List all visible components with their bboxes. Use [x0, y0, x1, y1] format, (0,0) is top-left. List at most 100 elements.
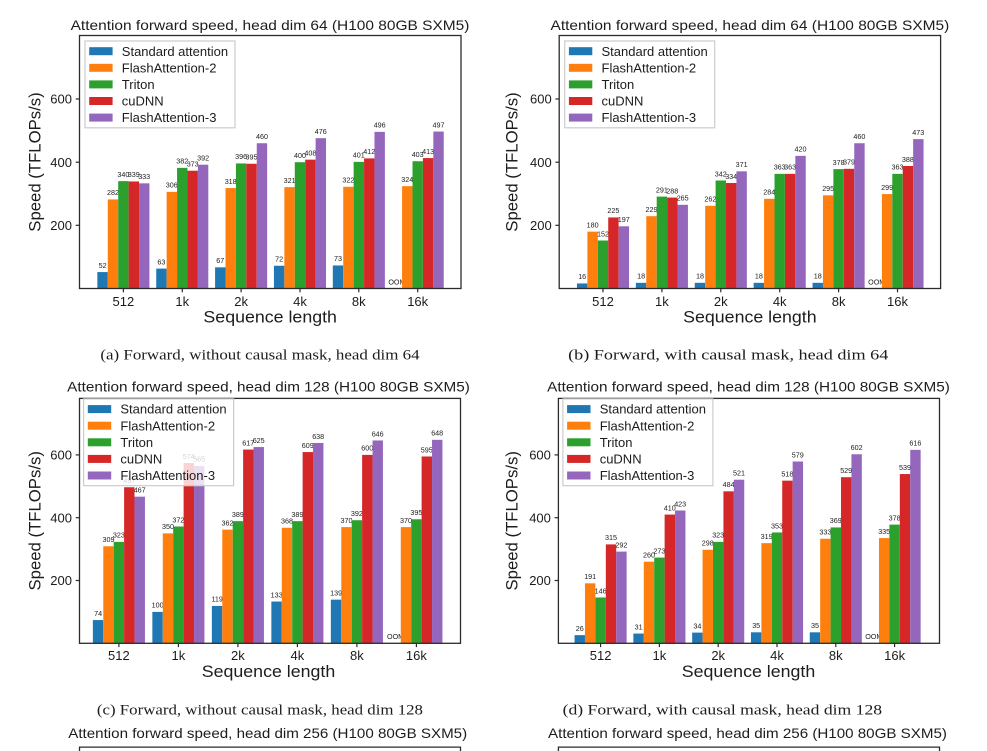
svg-text:319: 319 — [761, 532, 773, 541]
svg-text:8k: 8k — [352, 294, 366, 309]
svg-text:420: 420 — [795, 145, 807, 154]
svg-text:512: 512 — [590, 648, 612, 663]
svg-text:512: 512 — [113, 294, 135, 309]
svg-text:323: 323 — [113, 531, 125, 540]
svg-text:(d) Forward, with causal mask,: (d) Forward, with causal mask, head dim … — [563, 703, 883, 719]
svg-text:288: 288 — [666, 186, 678, 195]
svg-text:31: 31 — [635, 622, 643, 631]
svg-text:4k: 4k — [773, 294, 787, 309]
svg-text:1k: 1k — [172, 648, 186, 663]
svg-text:63: 63 — [157, 257, 165, 266]
svg-text:FlashAttention-3: FlashAttention-3 — [602, 110, 697, 125]
svg-text:460: 460 — [853, 132, 865, 141]
svg-text:284: 284 — [763, 188, 775, 197]
svg-text:35: 35 — [752, 621, 760, 630]
svg-text:539: 539 — [899, 463, 911, 472]
svg-text:52: 52 — [99, 261, 107, 270]
svg-text:529: 529 — [840, 466, 852, 475]
svg-text:600: 600 — [50, 92, 72, 107]
svg-text:139: 139 — [330, 589, 342, 598]
svg-text:18: 18 — [814, 272, 822, 281]
svg-text:335: 335 — [878, 527, 890, 536]
svg-text:602: 602 — [851, 443, 863, 452]
svg-text:191: 191 — [584, 572, 596, 581]
svg-text:FlashAttention-3: FlashAttention-3 — [122, 110, 217, 125]
svg-text:353: 353 — [771, 521, 783, 530]
svg-text:322: 322 — [342, 176, 354, 185]
svg-text:497: 497 — [433, 120, 445, 129]
svg-text:Speed (TFLOPs/s): Speed (TFLOPs/s) — [25, 92, 44, 231]
svg-text:370: 370 — [341, 516, 353, 525]
svg-text:225: 225 — [607, 206, 619, 215]
svg-text:363: 363 — [784, 163, 796, 172]
svg-text:FlashAttention-2: FlashAttention-2 — [602, 60, 697, 75]
svg-text:617: 617 — [242, 438, 254, 447]
svg-text:579: 579 — [792, 450, 804, 459]
svg-text:18: 18 — [637, 272, 645, 281]
svg-text:370: 370 — [400, 516, 412, 525]
svg-text:396: 396 — [235, 152, 247, 161]
svg-text:496: 496 — [374, 121, 386, 130]
svg-text:cuDNN: cuDNN — [120, 452, 162, 467]
svg-text:392: 392 — [351, 509, 363, 518]
svg-text:1k: 1k — [653, 648, 667, 663]
svg-text:350: 350 — [162, 522, 174, 531]
svg-text:369: 369 — [830, 516, 842, 525]
svg-text:Triton: Triton — [122, 77, 155, 92]
svg-text:18: 18 — [755, 272, 763, 281]
svg-text:333: 333 — [138, 172, 150, 181]
svg-text:4k: 4k — [293, 294, 307, 309]
svg-text:16k: 16k — [887, 294, 908, 309]
svg-text:1k: 1k — [175, 294, 189, 309]
svg-text:600: 600 — [50, 448, 72, 463]
svg-text:119: 119 — [211, 595, 222, 604]
svg-text:392: 392 — [197, 154, 209, 163]
svg-text:Attention forward speed, head: Attention forward speed, head dim 128 (H… — [547, 379, 950, 395]
svg-text:FlashAttention-2: FlashAttention-2 — [600, 418, 695, 433]
svg-text:Triton: Triton — [120, 435, 153, 450]
svg-text:Sequence length: Sequence length — [682, 662, 816, 681]
svg-text:379: 379 — [843, 158, 855, 167]
svg-text:Sequence length: Sequence length — [683, 308, 817, 327]
svg-text:400: 400 — [50, 510, 72, 525]
svg-text:cuDNN: cuDNN — [602, 94, 644, 109]
svg-text:518: 518 — [781, 469, 793, 478]
svg-text:133: 133 — [271, 590, 283, 599]
svg-text:200: 200 — [50, 218, 72, 233]
svg-text:371: 371 — [736, 160, 748, 169]
svg-text:262: 262 — [704, 195, 716, 204]
svg-text:(a) Forward, without causal ma: (a) Forward, without causal mask, head d… — [100, 348, 420, 364]
svg-text:648: 648 — [431, 429, 443, 438]
svg-text:403: 403 — [412, 150, 424, 159]
svg-text:2k: 2k — [234, 294, 248, 309]
svg-text:334: 334 — [725, 172, 737, 181]
svg-text:282: 282 — [107, 188, 119, 197]
svg-text:460: 460 — [256, 132, 268, 141]
svg-text:Standard attention: Standard attention — [600, 402, 706, 417]
svg-text:638: 638 — [312, 432, 324, 441]
svg-text:400: 400 — [529, 510, 551, 525]
svg-text:Sequence length: Sequence length — [202, 662, 336, 681]
svg-text:200: 200 — [50, 573, 72, 588]
svg-text:292: 292 — [615, 540, 627, 549]
svg-text:Standard attention: Standard attention — [120, 402, 226, 417]
svg-text:318: 318 — [225, 177, 237, 186]
svg-text:16k: 16k — [406, 648, 427, 663]
svg-text:382: 382 — [176, 157, 188, 166]
svg-text:200: 200 — [530, 218, 552, 233]
svg-text:73: 73 — [334, 254, 342, 263]
svg-text:333: 333 — [819, 528, 831, 537]
svg-text:4k: 4k — [770, 648, 784, 663]
svg-text:16: 16 — [578, 272, 586, 281]
svg-text:180: 180 — [587, 221, 599, 230]
svg-text:4k: 4k — [291, 648, 305, 663]
svg-text:72: 72 — [275, 255, 283, 264]
svg-text:408: 408 — [304, 149, 316, 158]
svg-text:309: 309 — [103, 535, 115, 544]
svg-text:FlashAttention-2: FlashAttention-2 — [122, 60, 217, 75]
svg-text:400: 400 — [530, 155, 552, 170]
svg-text:2k: 2k — [711, 648, 725, 663]
svg-text:600: 600 — [361, 444, 373, 453]
svg-text:229: 229 — [646, 205, 658, 214]
svg-text:600: 600 — [530, 92, 552, 107]
